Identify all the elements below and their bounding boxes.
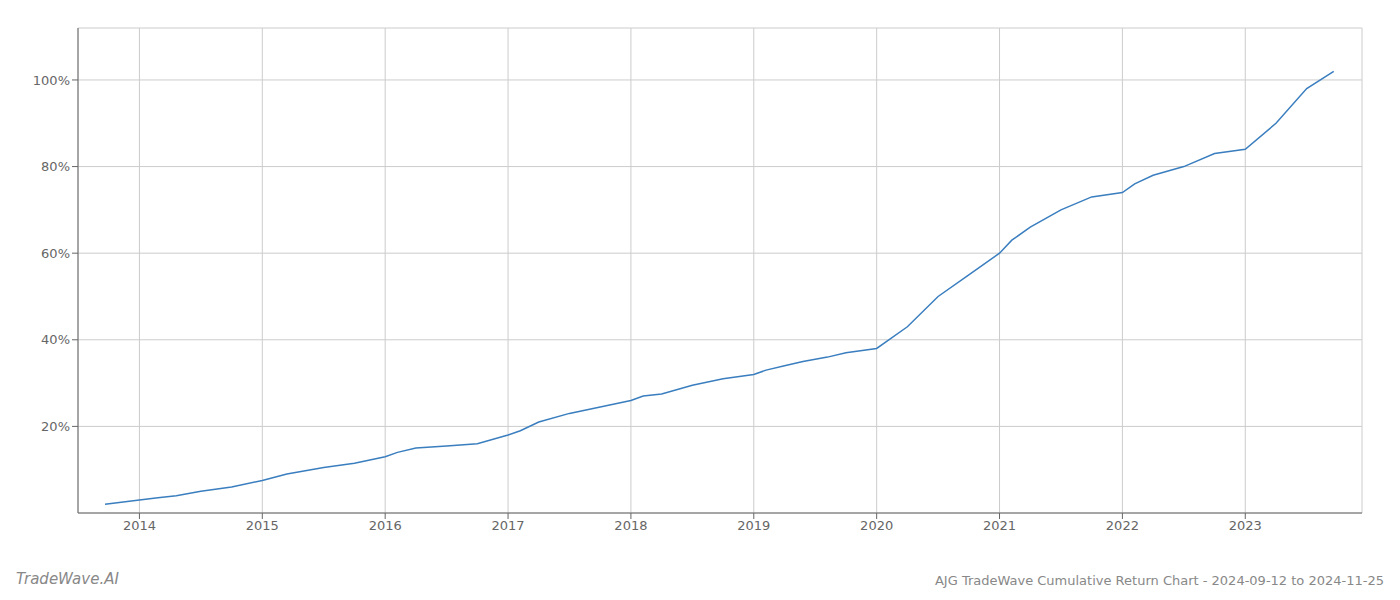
svg-text:2016: 2016	[369, 518, 402, 533]
svg-text:2018: 2018	[614, 518, 647, 533]
svg-text:80%: 80%	[41, 159, 70, 174]
svg-text:2023: 2023	[1229, 518, 1262, 533]
svg-text:40%: 40%	[41, 332, 70, 347]
html-text:AJG TradeWave Cumulative Retur: AJG TradeWave Cumulative Return Chart - …	[935, 573, 1384, 588]
svg-text:2020: 2020	[860, 518, 893, 533]
svg-text:2019: 2019	[737, 518, 770, 533]
html-text:TradeWave.AI: TradeWave.AI	[16, 570, 119, 588]
svg-text:2014: 2014	[123, 518, 156, 533]
svg-text:2021: 2021	[983, 518, 1016, 533]
svg-text:20%: 20%	[41, 419, 70, 434]
svg-text:2015: 2015	[246, 518, 279, 533]
svg-text:2022: 2022	[1106, 518, 1139, 533]
svg-text:2017: 2017	[492, 518, 525, 533]
svg-text:60%: 60%	[41, 246, 70, 261]
svg-text:100%: 100%	[33, 73, 70, 88]
